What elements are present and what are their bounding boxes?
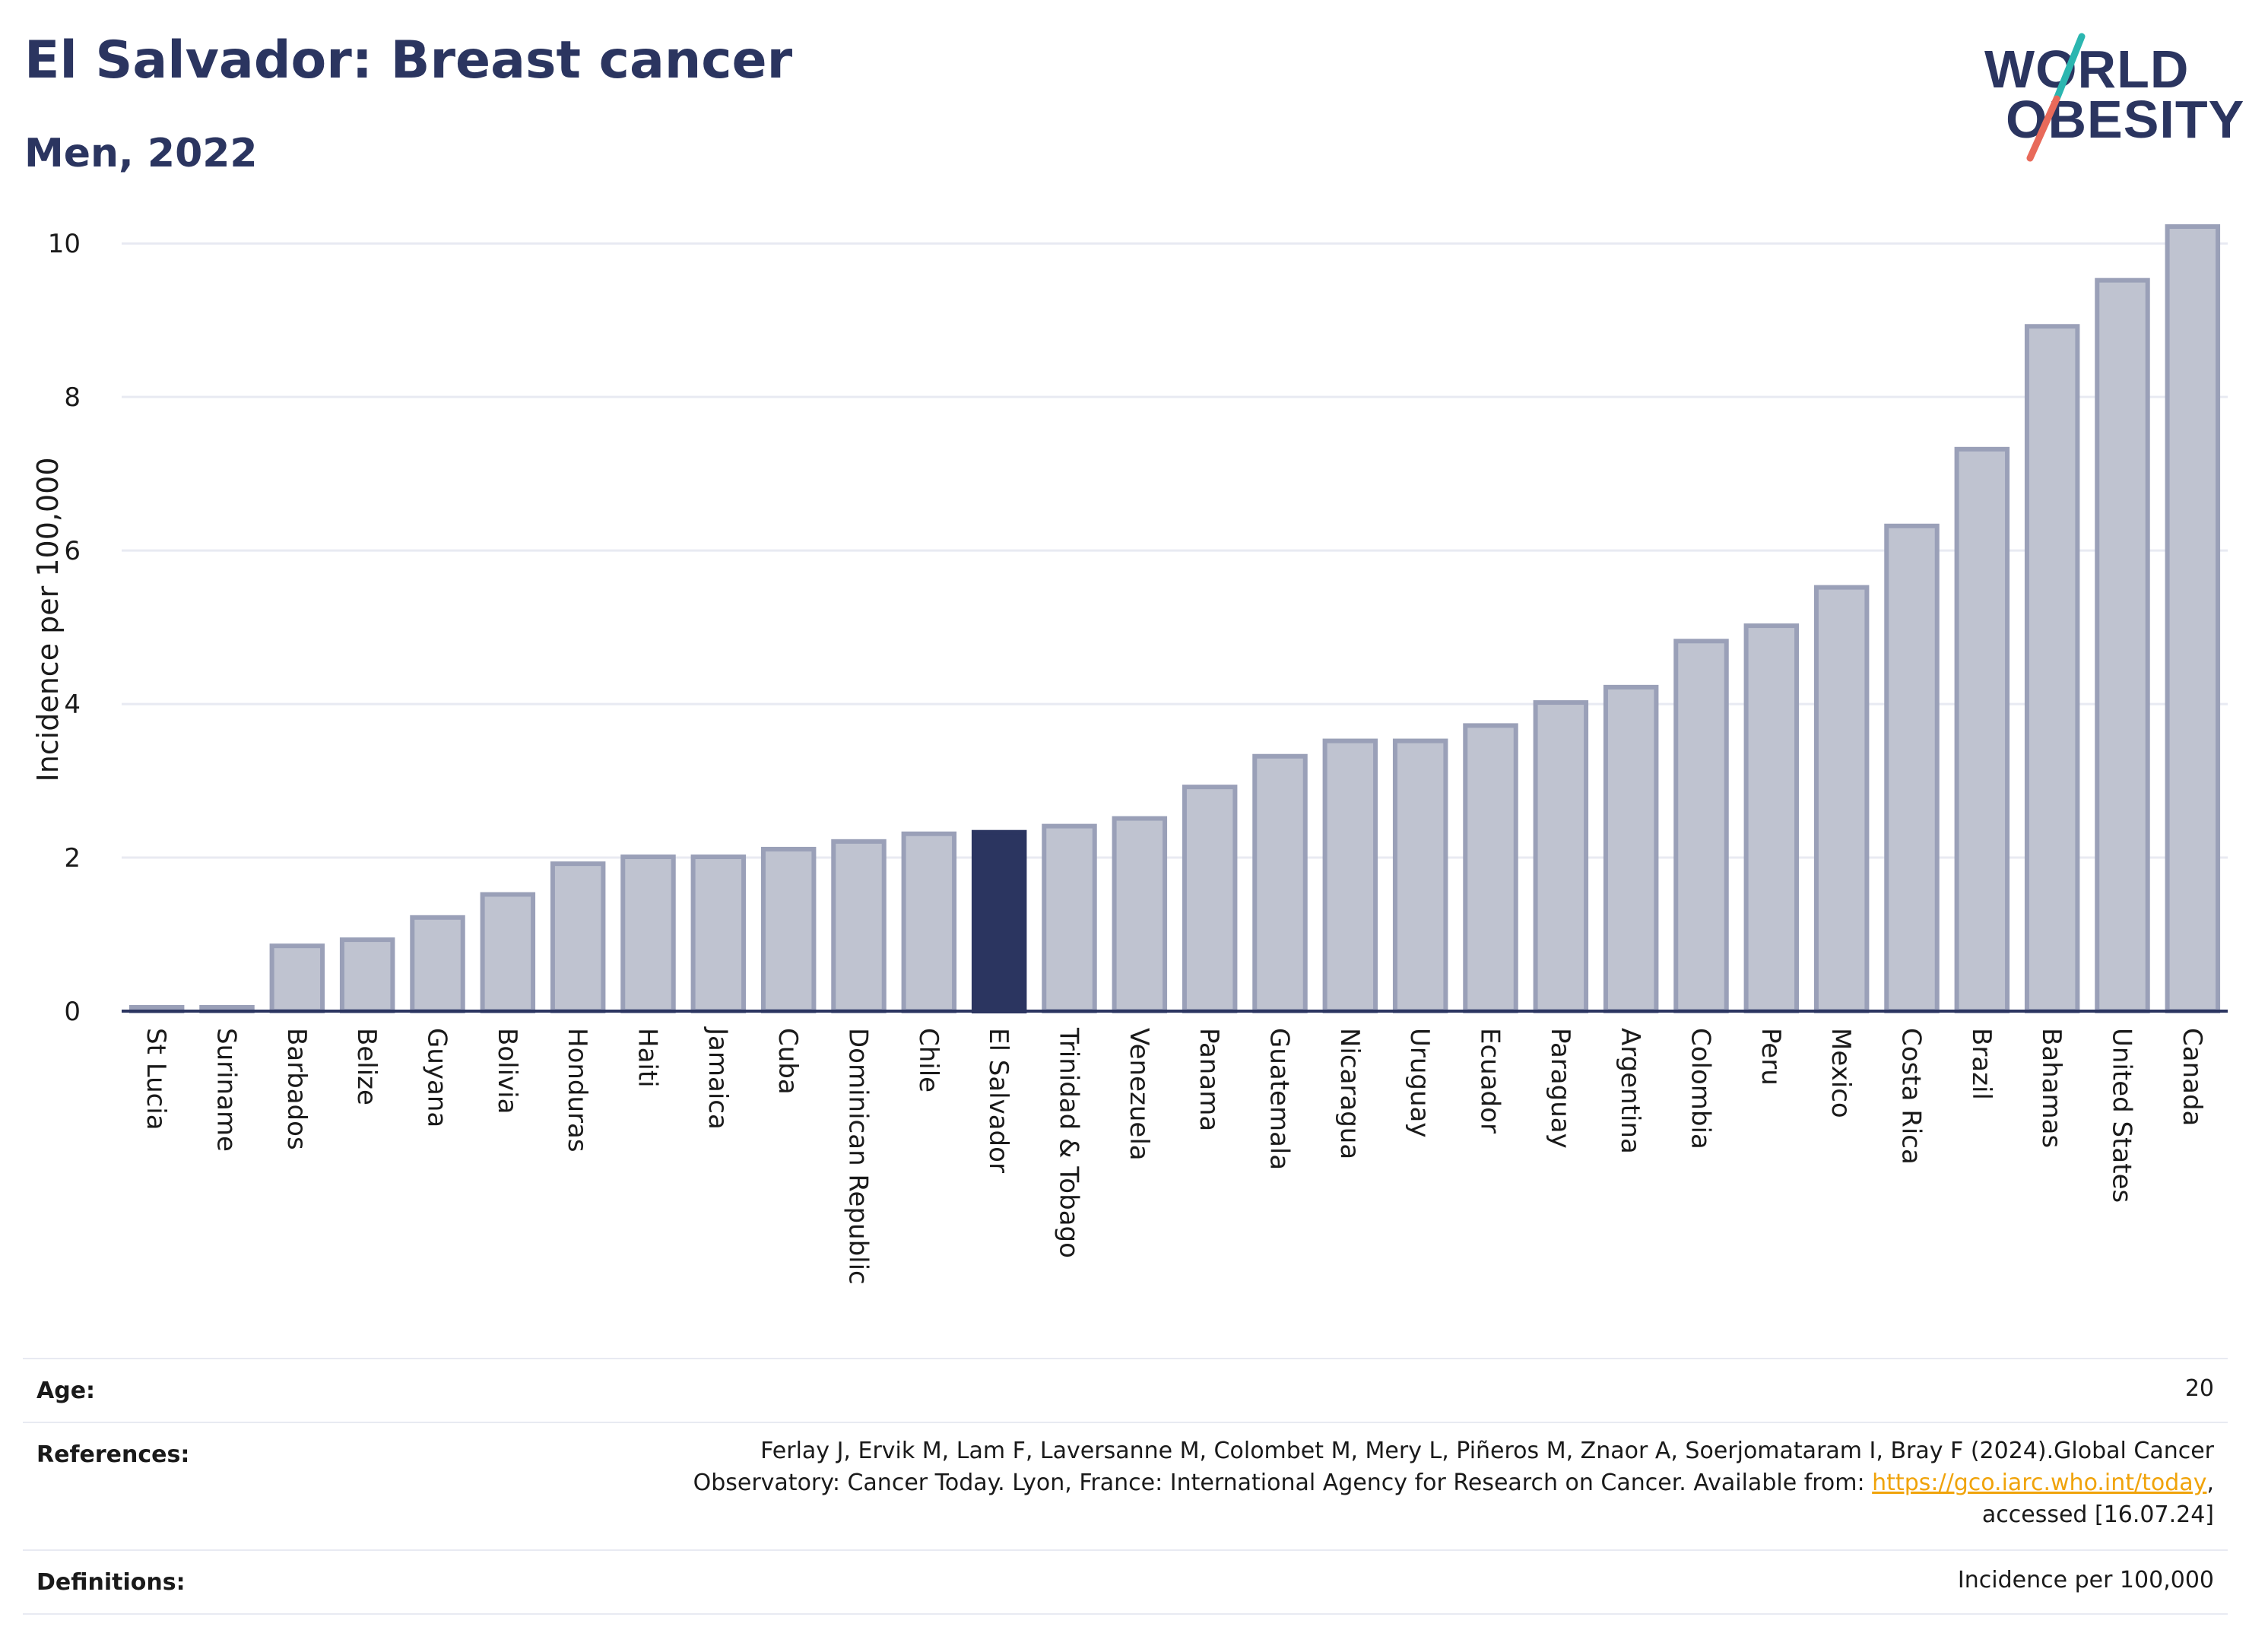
bar (690, 855, 747, 1013)
references-line-2-end: , (2206, 1470, 2214, 1496)
references-label: References: (36, 1441, 190, 1468)
x-tick-label: Colombia (1686, 1028, 1716, 1149)
x-tick-label: Cuba (772, 1028, 803, 1095)
x-tick-label: Bolivia (492, 1028, 522, 1114)
bar-chart: 0 2 4 6 8 10 Incidence per 100,000 St Lucia Suri… (31, 224, 2228, 1285)
y-axis-label: Incidence per 100,000 (31, 457, 65, 782)
logo-word-world: WORLD (1984, 40, 2190, 99)
bar (339, 937, 395, 1014)
chart-title: El Salvador: Breast cancer (24, 30, 793, 90)
x-tick-label: Chile (913, 1028, 944, 1092)
x-tick-label: Brazil (1966, 1028, 1997, 1100)
x-tick-label: Trinidad & Tobago (1054, 1027, 1084, 1258)
bar (269, 943, 325, 1014)
references-link[interactable]: https://gco.iarc.who.int/today (1872, 1470, 2207, 1496)
references-row: References: Ferlay J, Ervik M, Lam F, La… (23, 1422, 2228, 1551)
x-tick-label: Barbados (281, 1028, 312, 1150)
bar (1182, 785, 1238, 1013)
x-tick-label: El Salvador (983, 1028, 1013, 1173)
x-tick-label: Bahamas (2036, 1028, 2067, 1148)
x-tick-label: Nicaragua (1334, 1028, 1365, 1159)
bar (1673, 639, 1729, 1014)
bar (1603, 684, 1659, 1013)
bar (480, 892, 536, 1014)
x-tick-label: Belize (351, 1028, 382, 1105)
bar (1112, 816, 1168, 1014)
definitions-value: Incidence per 100,000 (1957, 1567, 2214, 1593)
bar (760, 846, 817, 1014)
bar (410, 915, 465, 1013)
bar (2095, 277, 2150, 1013)
x-tick-label: Honduras (562, 1028, 592, 1153)
y-tick-label: 0 (64, 997, 81, 1027)
x-tick-label: Guyana (422, 1028, 452, 1127)
age-value: 20 (2184, 1375, 2214, 1402)
x-tick-label: Uruguay (1404, 1028, 1435, 1138)
bar (2165, 224, 2221, 1014)
bar (1813, 585, 1870, 1013)
references-line-3: accessed [16.07.24] (1981, 1501, 2214, 1528)
bar (1533, 700, 1589, 1013)
references-line-2-text: Observatory: Cancer Today. Lyon, France:… (693, 1470, 1873, 1496)
y-tick-label: 10 (48, 229, 81, 259)
bar (901, 831, 957, 1013)
age-label: Age: (36, 1378, 96, 1404)
bar (1322, 738, 1378, 1013)
world-obesity-logo: WORLD OBESITY (1984, 30, 2244, 163)
y-tick-label: 8 (64, 382, 81, 413)
y-tick-label: 2 (64, 843, 81, 874)
bar (1042, 823, 1097, 1014)
bar (1252, 753, 1308, 1014)
age-row: Age: 20 (23, 1358, 2228, 1423)
x-tick-label: St Lucia (141, 1028, 171, 1130)
logo-slash-icon (2026, 33, 2086, 162)
bar-highlight (971, 829, 1027, 1014)
x-tick-label: Venezuela (1124, 1028, 1154, 1161)
x-tick-label: Ecuador (1475, 1028, 1505, 1134)
y-tick-label: 4 (64, 690, 81, 720)
x-tick-label: Guatemala (1264, 1028, 1295, 1170)
x-tick-label: Paraguay (1545, 1028, 1575, 1149)
references-line-1: Ferlay J, Ervik M, Lam F, Laversanne M, … (760, 1438, 2214, 1464)
bar (1743, 623, 1800, 1013)
x-tick-label: Canada (2177, 1028, 2207, 1126)
bar (1392, 738, 1448, 1013)
references-line-2: Observatory: Cancer Today. Lyon, France:… (693, 1467, 2214, 1499)
bar (1884, 523, 1940, 1014)
x-tick-label: Suriname (211, 1028, 242, 1152)
bar (2024, 324, 2080, 1014)
x-tick-label: Haiti (633, 1028, 663, 1088)
x-tick-label: Panama (1194, 1028, 1224, 1131)
bar (1463, 723, 1518, 1014)
x-tick-label: Dominican Republic (843, 1028, 874, 1285)
x-tick-label: United States (2107, 1028, 2137, 1203)
x-tick-label: Mexico (1826, 1028, 1856, 1118)
bar (550, 861, 606, 1014)
y-tick-label: 6 (64, 536, 81, 566)
references-text: Ferlay J, Ervik M, Lam F, Laversanne M, … (693, 1435, 2214, 1531)
chart-subtitle: Men, 2022 (24, 131, 258, 176)
definitions-label: Definitions: (36, 1569, 186, 1596)
x-tick-label: Jamaica (703, 1026, 733, 1130)
bar (1954, 446, 2010, 1013)
bar (831, 839, 887, 1013)
x-tick-label: Peru (1756, 1028, 1786, 1086)
x-tick-label: Costa Rica (1896, 1028, 1927, 1165)
bar (620, 855, 676, 1013)
x-tick-label: Argentina (1615, 1028, 1645, 1154)
definitions-row: Definitions: Incidence per 100,000 (23, 1549, 2228, 1615)
